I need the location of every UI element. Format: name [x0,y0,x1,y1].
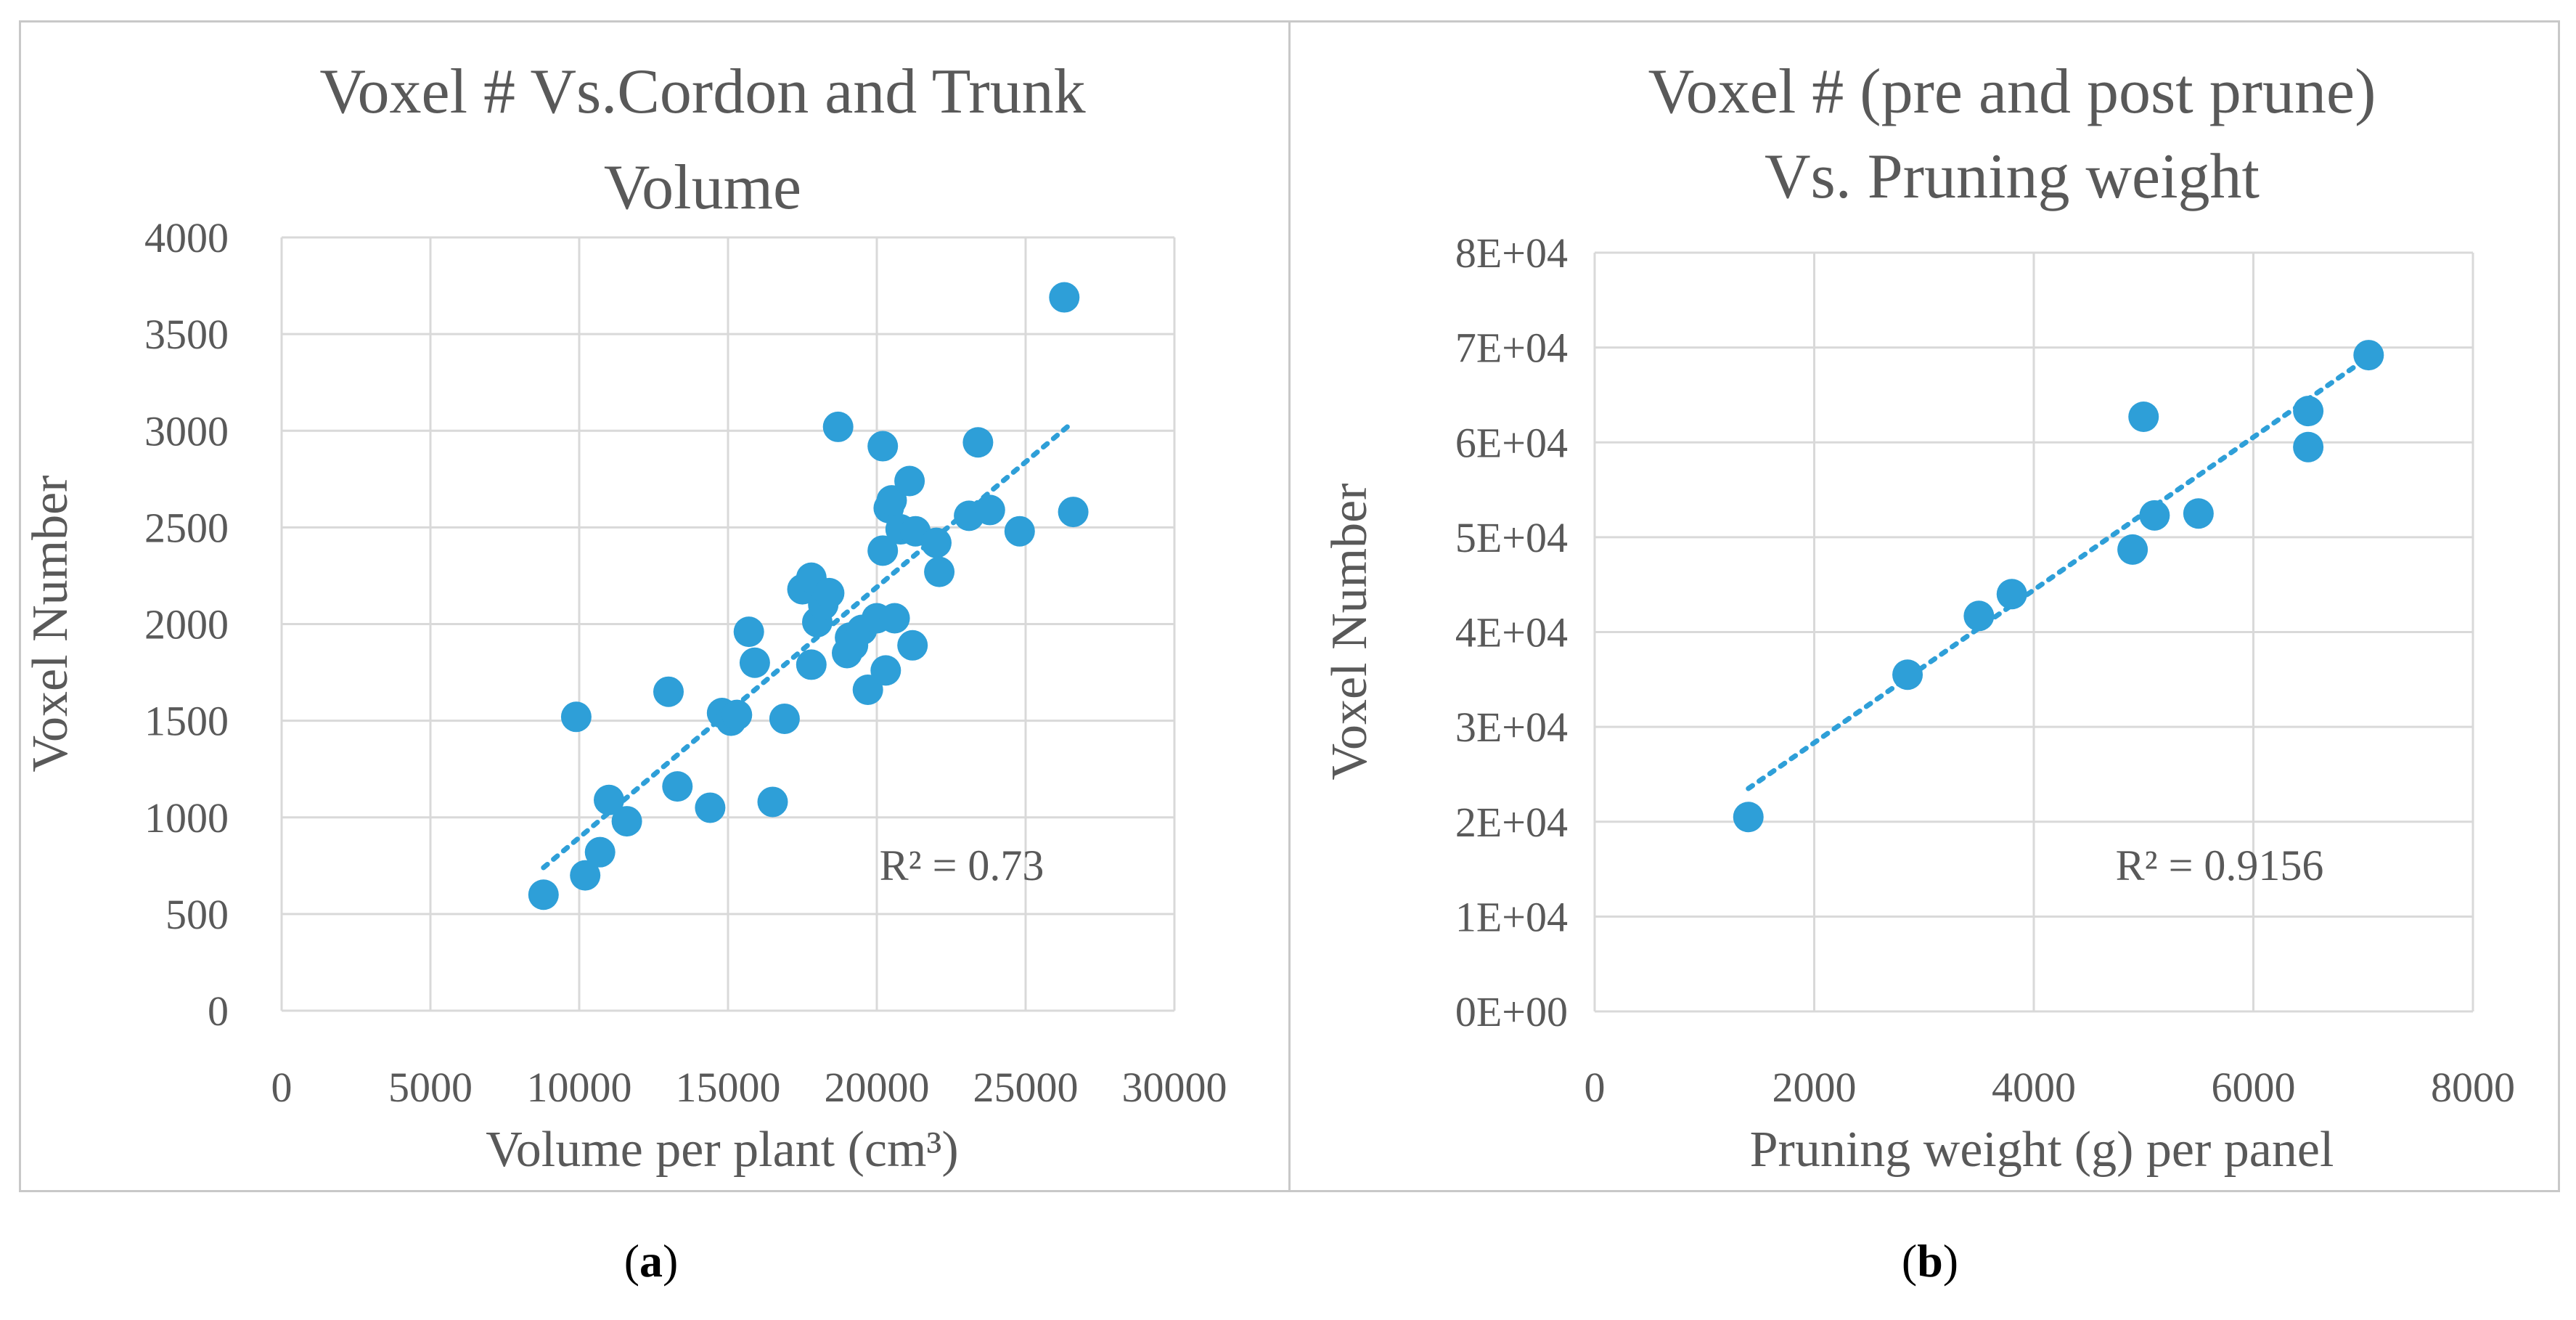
y-tick-label: 2500 [144,504,229,551]
x-tick-label: 8000 [2431,1064,2515,1111]
data-point [2128,401,2159,432]
caption-b: (b) [1901,1235,1959,1287]
chart-title-line: Volume [604,152,801,223]
data-point [1058,497,1089,528]
data-point [733,616,764,648]
y-tick-label: 7E+04 [1455,325,1568,372]
data-point [870,655,901,686]
x-tick-label: 4000 [1992,1064,2076,1111]
data-point [1996,579,2027,610]
data-point [1963,600,1995,632]
data-point [852,675,883,706]
data-point [814,577,845,608]
x-axis-label: Volume per plant (cm³) [486,1122,958,1178]
data-point [1049,282,1080,313]
x-tick-label: 30000 [1122,1064,1227,1111]
caption-a-letter: a [639,1235,663,1287]
data-point [769,703,800,734]
x-tick-label: 20000 [825,1064,930,1111]
y-tick-label: 500 [165,891,229,938]
x-tick-label: 5000 [388,1064,473,1111]
data-point [974,494,1005,526]
y-tick-label: 0 [208,987,229,1035]
data-point [721,699,753,730]
y-tick-label: 4E+04 [1455,609,1568,656]
y-tick-label: 6E+04 [1455,419,1568,466]
data-point [739,647,770,678]
data-point [796,649,827,680]
data-point [653,676,684,707]
data-point [921,527,952,558]
caption-b-letter: b [1917,1235,1943,1287]
data-point [897,630,928,661]
r-squared-annotation: R² = 0.9156 [2116,842,2324,889]
data-point [611,806,642,837]
x-tick-label: 15000 [676,1064,781,1111]
x-axis-label: Pruning weight (g) per panel [1750,1122,2334,1178]
x-tick-label: 6000 [2212,1064,2296,1111]
data-point [695,792,726,823]
x-tick-label: 0 [1585,1064,1606,1111]
chart-title-line: Voxel # (pre and post prune) [1648,57,2376,127]
data-point [924,556,955,587]
data-point [894,465,925,497]
x-tick-label: 0 [271,1064,293,1111]
data-point [2117,534,2148,565]
trendline [541,424,1070,871]
data-point [1733,802,1764,833]
y-tick-label: 2E+04 [1455,799,1568,846]
data-point [2139,500,2170,531]
data-point [757,786,788,818]
y-tick-label: 3000 [144,407,229,455]
y-tick-label: 4000 [144,214,229,261]
chart-a: 0 500 1000 1500 2000 2500 3000 3500 4000 0 5000 100… [23,57,1227,1178]
y-tick-label: 1E+04 [1455,893,1568,940]
data-point [570,860,601,891]
y-axis-label: Voxel Number [1322,484,1378,781]
chart-title-line: Voxel # Vs.Cordon and Trunk [319,57,1085,127]
data-point [662,771,693,802]
chart-title-line: Vs. Pruning weight [1765,142,2260,212]
data-point [2353,340,2384,371]
y-tick-label: 5E+04 [1455,514,1568,561]
data-point [822,411,854,442]
data-point [2293,396,2324,427]
caption-a: (a) [623,1235,679,1287]
y-tick-label: 1000 [144,794,229,842]
data-point [584,836,616,868]
y-tick-label: 1500 [144,698,229,745]
data-point [1004,516,1035,547]
y-tick-label: 2000 [144,601,229,648]
y-tick-label: 3500 [144,311,229,358]
panel-b-frame [1288,20,2560,1192]
data-point [962,427,994,458]
y-axis-label: Voxel Number [23,476,78,773]
data-point [2183,498,2214,529]
y-tick-label: 3E+04 [1455,704,1568,751]
data-point [879,603,910,634]
chart-b: 0E+00 1E+04 2E+04 3E+04 4E+04 5E+04 6E+04 7E+04… [1322,57,2515,1178]
data-point [867,535,899,566]
y-tick-label: 8E+04 [1455,229,1568,277]
data-point [867,431,899,462]
trendline [1746,354,2371,791]
data-point [528,879,559,910]
data-point [1892,659,1923,690]
x-tick-label: 2000 [1772,1064,1857,1111]
r-squared-annotation: R² = 0.73 [880,842,1044,889]
data-point [594,784,624,815]
data-point [2293,431,2324,463]
data-point [876,485,907,516]
data-point [560,701,592,733]
x-tick-label: 10000 [527,1064,632,1111]
x-tick-label: 25000 [973,1064,1079,1111]
y-tick-label: 0E+00 [1455,988,1568,1035]
